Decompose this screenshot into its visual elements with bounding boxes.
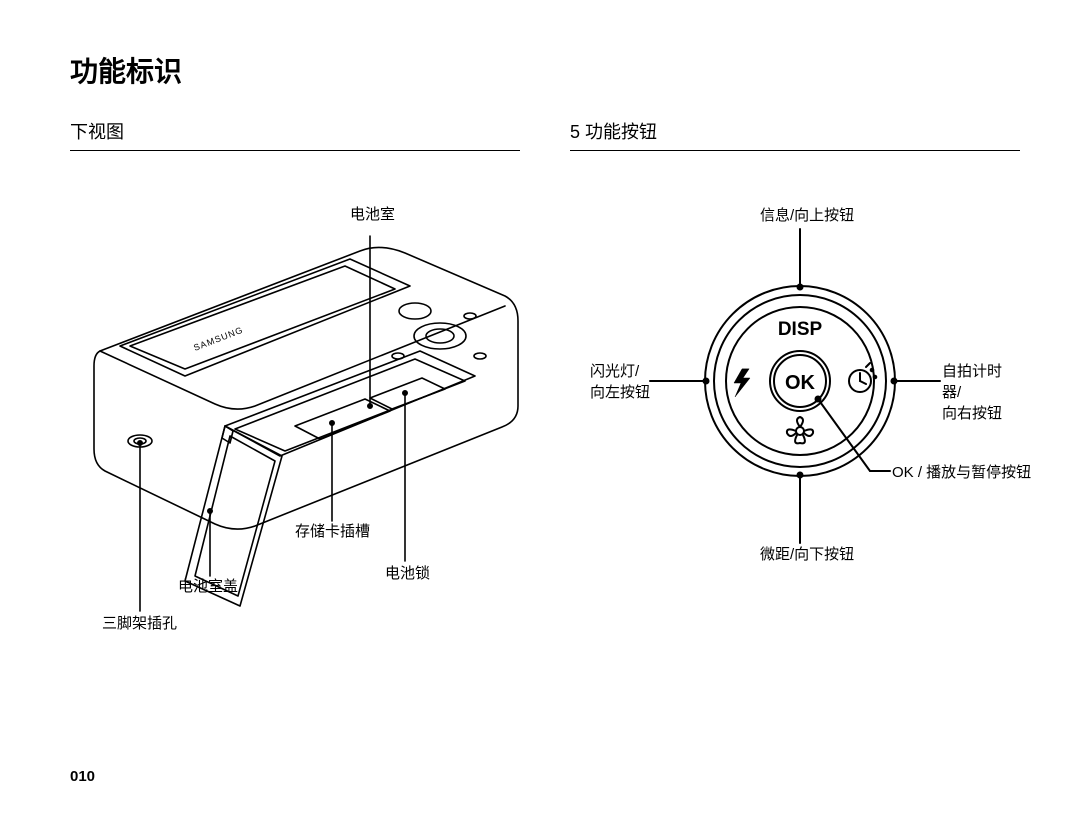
label-info-up: 信息/向上按钮 [760, 205, 854, 226]
label-flash-left: 闪光灯/ 向左按钮 [590, 361, 650, 403]
five-function-button-diagram: DISP OK [570, 181, 1020, 661]
label-battery-lock: 电池锁 [385, 563, 430, 584]
svg-text:DISP: DISP [778, 319, 823, 340]
svg-text:OK: OK [785, 372, 816, 394]
left-column: 下视图 SAMSUNG [70, 118, 520, 661]
right-heading: 5 功能按钮 [570, 118, 1020, 151]
label-battery-chamber: 电池室 [350, 204, 395, 225]
label-timer-right: 自拍计时器/ 向右按钮 [942, 361, 1020, 424]
right-column: 5 功能按钮 [570, 118, 1020, 661]
label-memory-card-slot: 存储卡插槽 [295, 521, 370, 542]
label-macro-down: 微距/向下按钮 [760, 544, 854, 565]
page-title: 功能标识 [70, 50, 1020, 90]
label-battery-cover: 电池室盖 [178, 576, 238, 597]
camera-bottom-diagram: SAMSUNG [70, 181, 520, 661]
left-heading: 下视图 [70, 118, 520, 151]
label-ok-playpause: OK / 播放与暂停按钮 [892, 462, 1031, 483]
label-tripod-socket: 三脚架插孔 [102, 613, 177, 634]
page-number: 010 [70, 768, 95, 785]
